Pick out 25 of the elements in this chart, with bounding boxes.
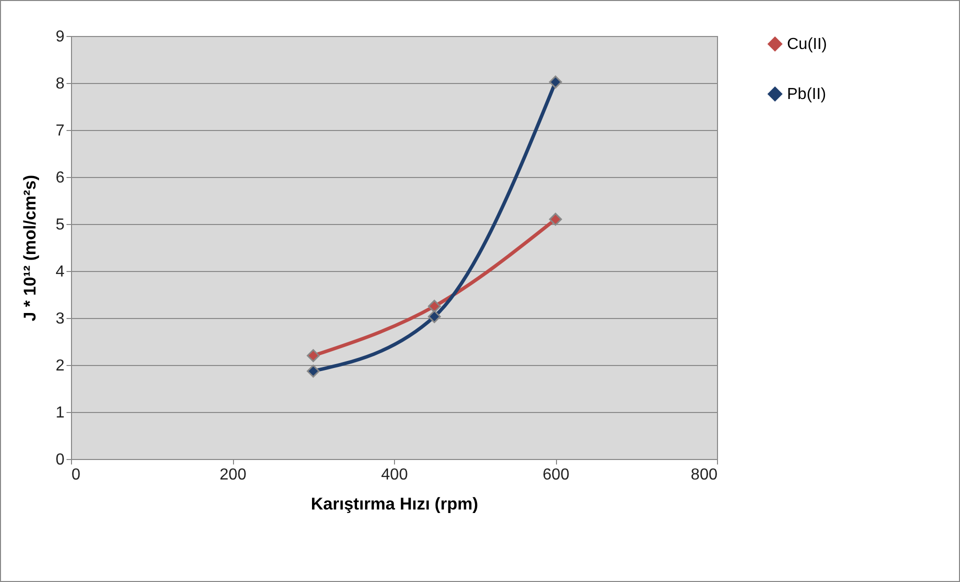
y-tick-label: 8 — [56, 76, 65, 92]
y-tick-label: 0 — [56, 452, 65, 468]
y-tick-label: 4 — [56, 264, 65, 280]
x-tick-label: 600 — [542, 466, 570, 484]
x-tick-label: 800 — [690, 466, 718, 484]
legend-label: Cu(II) — [787, 36, 827, 53]
y-tick-label: 1 — [56, 404, 65, 422]
legend-label: Pb(II) — [787, 86, 826, 103]
y-tick-label: 2 — [56, 358, 65, 374]
y-tick-label: 5 — [56, 216, 65, 234]
y-axis-title: J * 10¹² (mol/cm²s) — [20, 174, 40, 322]
y-tick-label: 3 — [56, 310, 65, 328]
x-tick-label: 200 — [220, 466, 246, 484]
y-tick-label: 9 — [56, 28, 65, 46]
x-axis-title: Karıştırma Hızı (rpm) — [310, 494, 478, 514]
x-tick-label: 0 — [72, 466, 80, 484]
point — [306, 349, 320, 362]
x-tick-label: 400 — [381, 466, 408, 484]
point — [428, 310, 441, 324]
point — [306, 364, 320, 378]
point — [549, 76, 562, 89]
y-tick-label: 6 — [56, 170, 65, 186]
y-tick-label: 7 — [56, 122, 65, 140]
point — [549, 212, 562, 226]
point — [428, 300, 441, 313]
